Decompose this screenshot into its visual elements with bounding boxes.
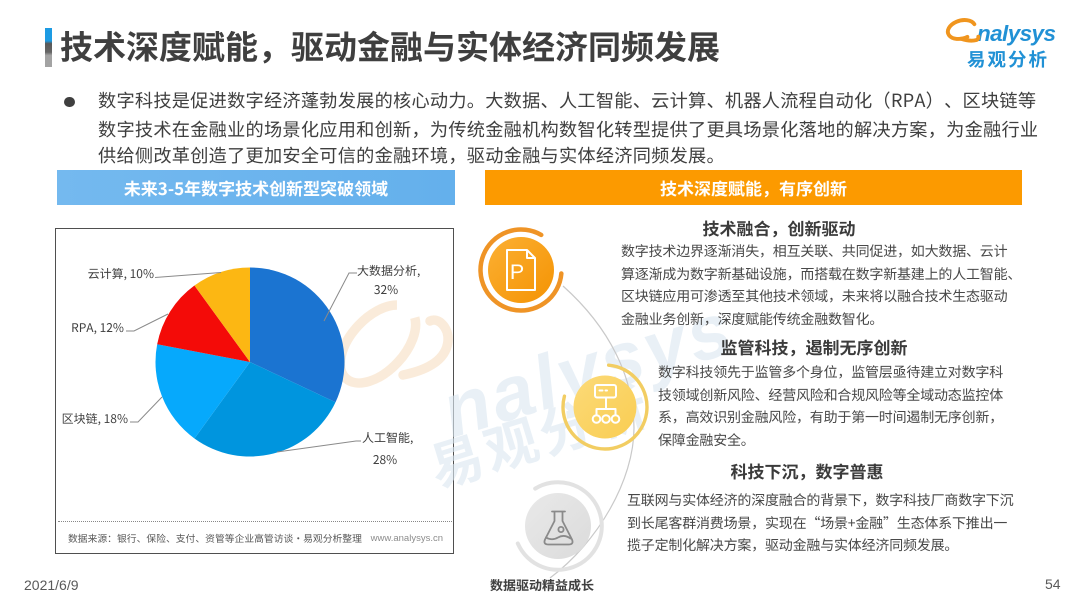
svg-text:nalysys: nalysys bbox=[977, 21, 1055, 46]
svg-text:P: P bbox=[510, 260, 524, 284]
svg-text:易观分析: 易观分析 bbox=[967, 46, 1049, 72]
